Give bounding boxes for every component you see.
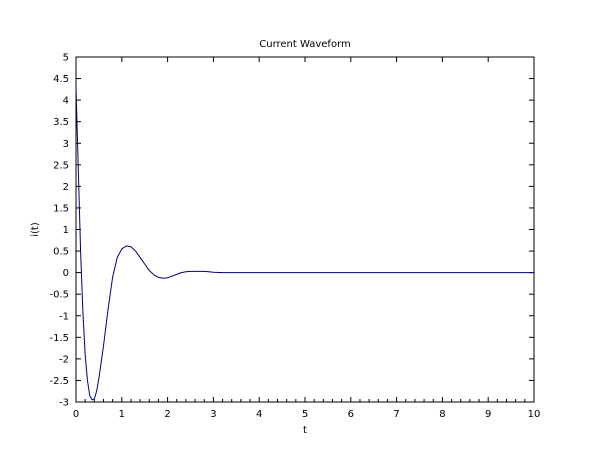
y-tick-label: 2 xyxy=(63,182,69,193)
y-tick-label: -2.5 xyxy=(49,376,69,387)
x-tick-label: 5 xyxy=(302,409,308,420)
y-tick-label: -1.5 xyxy=(49,333,69,344)
y-tick-label: -0.5 xyxy=(49,290,69,301)
y-tick-label: 0.5 xyxy=(53,247,69,258)
y-tick-label: -1 xyxy=(59,311,69,322)
y-tick-label: 3.5 xyxy=(53,117,69,128)
x-axis-label: t xyxy=(303,425,307,436)
y-axis-label: i(t) xyxy=(30,222,41,237)
x-tick-label: 7 xyxy=(393,409,399,420)
x-tick-label: 6 xyxy=(348,409,354,420)
y-tick-label: -3 xyxy=(59,398,69,409)
x-tick-label: 3 xyxy=(210,409,216,420)
y-tick-label: 3 xyxy=(63,139,69,150)
x-tick-label: 8 xyxy=(439,409,445,420)
x-tick-label: 0 xyxy=(73,409,79,420)
series-layer xyxy=(75,87,534,401)
y-tick-label: 4.5 xyxy=(53,74,69,85)
y-tick-label: 2.5 xyxy=(53,160,69,171)
y-tick-label: 4 xyxy=(63,96,69,107)
x-tick-label: 2 xyxy=(164,409,170,420)
y-tick-label: 0 xyxy=(63,268,69,279)
y-tick-label: -2 xyxy=(59,354,69,365)
plot-area-frame xyxy=(75,56,535,403)
x-tick-label: 1 xyxy=(119,409,125,420)
y-tick-label: 1.5 xyxy=(53,203,69,214)
y-tick-label: 1 xyxy=(63,225,69,236)
x-tick-label: 4 xyxy=(256,409,262,420)
y-tick-label: 5 xyxy=(63,53,69,64)
x-tick-label: 10 xyxy=(528,409,541,420)
chart-title: Current Waveform xyxy=(259,39,351,50)
x-tick-label: 9 xyxy=(485,409,491,420)
ticks-layer: 0 1 2 3 4 5 6 7 8 9 10 5 4.5 4 3.5 3 2.5 2 1.5 1 0.5 0 -0.5 -1 -… xyxy=(49,53,540,421)
series-line-i-t- xyxy=(75,87,534,401)
